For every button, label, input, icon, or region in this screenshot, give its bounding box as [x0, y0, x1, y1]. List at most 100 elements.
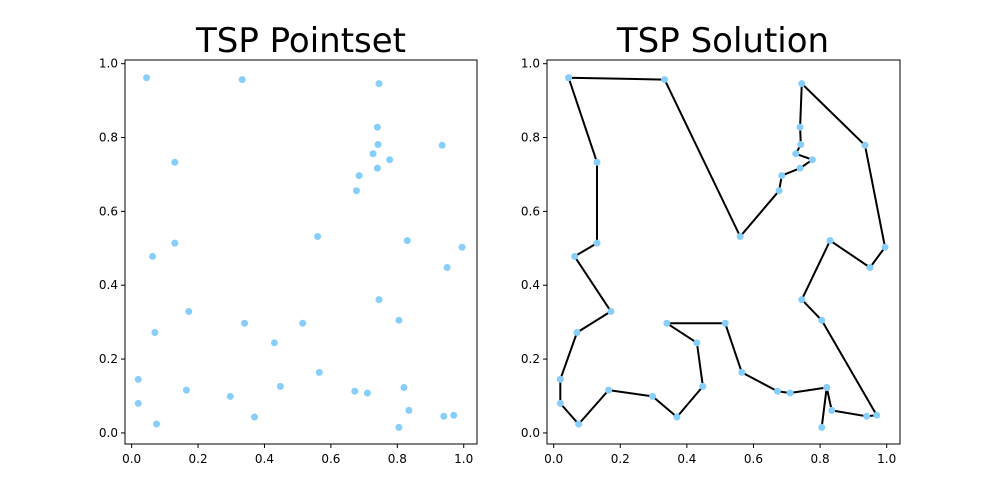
y-tick-label: 0.0 — [99, 426, 118, 440]
y-tick-label: 0.4 — [99, 278, 118, 292]
data-point — [738, 368, 746, 376]
data-point — [826, 237, 834, 245]
data-point — [241, 319, 249, 327]
axis-ticks: 0.0 0.2 0.4 0.6 0.8 1.0 0.0 0.2 0.4 0.6 0.8 1.0 — [99, 57, 473, 466]
data-point — [792, 150, 800, 158]
data-point — [556, 375, 564, 383]
plot-marks — [134, 74, 466, 431]
data-point — [593, 239, 601, 247]
data-point — [276, 382, 284, 390]
chart-title: TSP Pointset — [195, 21, 406, 61]
data-point — [450, 411, 458, 419]
x-tick-label: 0.6 — [321, 452, 340, 466]
data-point — [593, 158, 601, 166]
data-point — [873, 411, 881, 419]
data-point — [171, 158, 179, 166]
x-tick-label: 0.4 — [255, 452, 274, 466]
data-point — [605, 386, 613, 394]
data-point — [798, 296, 806, 304]
chart-title: TSP Solution — [616, 21, 829, 61]
axes-frame — [124, 59, 478, 445]
data-point — [861, 141, 869, 149]
data-point — [798, 80, 806, 88]
plot-marks — [556, 74, 889, 431]
x-tick-label: 0.8 — [811, 452, 830, 466]
data-point — [171, 239, 179, 247]
x-tick-label: 0.0 — [122, 452, 141, 466]
data-point — [400, 384, 408, 392]
x-tick-label: 0.4 — [677, 452, 696, 466]
data-point — [314, 232, 322, 240]
data-point — [315, 368, 323, 376]
data-point — [773, 387, 781, 395]
data-point — [352, 187, 360, 195]
y-tick-label: 0.4 — [521, 278, 540, 292]
solution-panel: TSP Solution 0.0 0.2 0.4 0.6 0.8 1.0 0.0 0.2 0.4… — [521, 21, 901, 466]
data-point — [823, 384, 831, 392]
y-tick-label: 0.2 — [521, 352, 540, 366]
data-point — [866, 264, 874, 272]
data-point — [386, 156, 394, 164]
x-tick-label: 1.0 — [454, 452, 473, 466]
data-point — [786, 389, 794, 397]
data-point — [797, 141, 805, 149]
data-point — [270, 339, 278, 347]
data-point — [134, 375, 142, 383]
data-point — [351, 387, 359, 395]
data-point — [238, 76, 246, 84]
y-tick-label: 1.0 — [99, 57, 118, 71]
data-point — [151, 328, 159, 336]
data-point — [607, 307, 615, 315]
data-point — [369, 150, 377, 158]
data-point — [226, 392, 234, 400]
data-point — [796, 123, 804, 131]
data-point — [149, 252, 157, 260]
x-tick-label: 0.2 — [189, 452, 208, 466]
data-point — [778, 172, 786, 180]
data-point — [699, 382, 707, 390]
x-tick-label: 0.2 — [611, 452, 630, 466]
data-point — [808, 156, 816, 164]
y-tick-label: 0.8 — [521, 131, 540, 145]
data-point — [818, 423, 826, 431]
x-tick-label: 0.8 — [388, 452, 407, 466]
data-point — [663, 319, 671, 327]
y-tick-label: 0.6 — [521, 204, 540, 218]
data-point — [355, 172, 363, 180]
data-point — [565, 74, 573, 82]
data-point — [736, 232, 744, 240]
data-point — [375, 296, 383, 304]
data-point — [440, 412, 448, 420]
data-point — [775, 187, 783, 195]
axis-ticks: 0.0 0.2 0.4 0.6 0.8 1.0 0.0 0.2 0.4 0.6 0.8 1.0 — [521, 57, 896, 466]
x-tick-label: 0.6 — [744, 452, 763, 466]
data-point — [182, 386, 190, 394]
data-point — [143, 74, 151, 82]
data-point — [881, 243, 889, 251]
tour-path — [559, 76, 886, 429]
data-point — [373, 123, 381, 131]
data-point — [828, 406, 836, 414]
y-tick-label: 0.0 — [521, 426, 540, 440]
data-point — [863, 412, 871, 420]
data-point — [443, 264, 451, 272]
data-point — [134, 399, 142, 407]
data-point — [374, 141, 382, 149]
axes-frame — [546, 59, 901, 445]
data-point — [661, 76, 669, 84]
y-tick-label: 0.8 — [99, 131, 118, 145]
y-tick-label: 0.6 — [99, 204, 118, 218]
data-point — [153, 420, 161, 428]
data-point — [571, 252, 579, 260]
data-point — [556, 399, 564, 407]
data-point — [375, 80, 383, 88]
data-point — [649, 392, 657, 400]
data-point — [185, 307, 193, 315]
x-tick-label: 1.0 — [877, 452, 896, 466]
data-point — [573, 328, 581, 336]
data-point — [693, 339, 701, 347]
data-point — [299, 319, 307, 327]
x-tick-label: 0.0 — [544, 452, 563, 466]
data-point — [458, 243, 466, 251]
data-point — [363, 389, 371, 397]
